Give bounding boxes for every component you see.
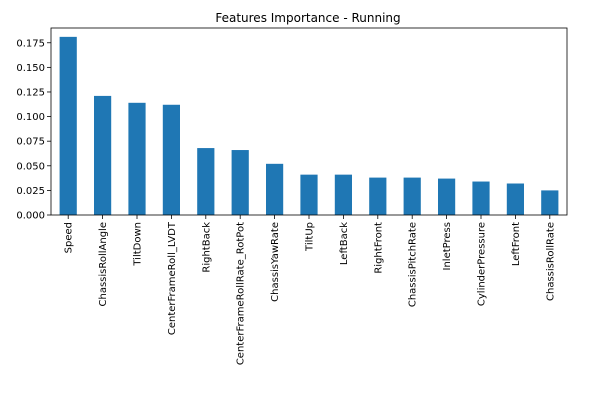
bar [266, 163, 284, 215]
category-label: TiltDown [133, 222, 144, 267]
y-tick-label: 0.100 [16, 112, 45, 123]
category-label: LeftFront [511, 222, 522, 266]
y-tick-label: 0.050 [16, 161, 45, 172]
category-label: Speed [64, 222, 75, 253]
y-tick-label: 0.125 [16, 87, 45, 98]
category-label: InletPress [442, 222, 453, 270]
bar [334, 174, 352, 215]
y-tick-label: 0.000 [16, 211, 45, 222]
category-label: LeftBack [339, 222, 350, 265]
bar [403, 177, 421, 215]
bar [506, 183, 524, 215]
category-label: CenterFrameRoll_LVDT [167, 221, 178, 335]
category-label: ChassisRollAngle [98, 222, 109, 307]
bar [59, 36, 77, 215]
bar [231, 150, 249, 215]
category-label: CylinderPressure [477, 222, 488, 306]
category-label: ChassisPitchRate [408, 222, 419, 307]
category-label: RightBack [201, 222, 212, 273]
bar [162, 104, 180, 215]
category-label: RightFront [373, 222, 384, 274]
bar [541, 190, 559, 215]
category-label: CenterFrameRollRate_RotPot [236, 222, 247, 365]
y-tick-label: 0.175 [16, 38, 45, 49]
chart-title: Features Importance - Running [215, 11, 400, 25]
category-label: ChassisRollRate [545, 222, 556, 301]
bar [472, 181, 490, 215]
bar [438, 178, 456, 215]
bar [300, 174, 318, 215]
category-label: TiltUp [305, 222, 316, 252]
y-tick-label: 0.150 [16, 63, 45, 74]
category-label: ChassisYawRate [270, 222, 281, 302]
bar [197, 148, 215, 215]
bar [94, 95, 112, 215]
bar [369, 177, 387, 215]
y-tick-label: 0.025 [16, 186, 45, 197]
bar [128, 102, 146, 215]
plot-area: 0.000 0.025 0.050 0.075 0.100 0.125 0.150 0.175… [16, 27, 568, 365]
y-tick-label: 0.075 [16, 137, 45, 148]
